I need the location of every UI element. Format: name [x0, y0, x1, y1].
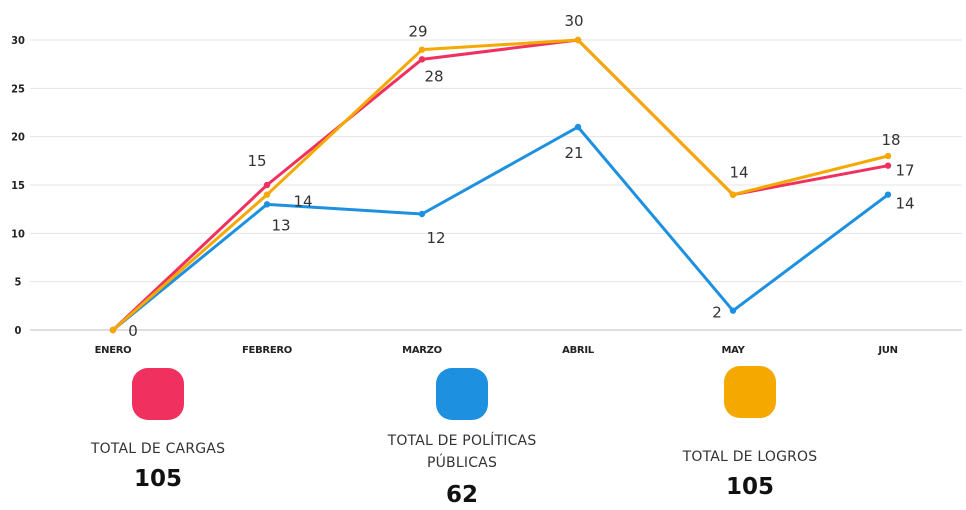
x-tick-label: JUN	[877, 345, 897, 356]
data-label: 17	[895, 162, 914, 180]
data-label: 15	[247, 152, 266, 170]
legend-swatch-politicas	[436, 368, 488, 420]
legend-total: 105	[725, 474, 774, 500]
data-point	[418, 46, 426, 53]
legend-item-politicas: TOTAL DE POLÍTICAS PÚBLICAS 62	[352, 368, 572, 508]
data-label: 14	[895, 195, 914, 213]
data-label: 28	[424, 67, 443, 85]
y-tick-label: 10	[11, 227, 25, 240]
x-tick-label: ABRIL	[562, 345, 595, 356]
data-point	[884, 191, 892, 198]
x-tick-label: MARZO	[402, 345, 442, 356]
y-tick-label: 0	[15, 324, 22, 337]
legend-total: 62	[445, 482, 478, 508]
legend-item-logros: TOTAL DE LOGROS 105	[640, 366, 860, 500]
legend-swatch-logros	[724, 366, 776, 418]
series-line	[111, 38, 890, 332]
data-label: 2	[712, 304, 722, 322]
legend-total: 105	[133, 466, 182, 492]
data-point	[574, 123, 582, 131]
series-line	[111, 38, 890, 332]
data-label: 12	[426, 229, 445, 247]
data-point	[263, 181, 271, 189]
legend-label: TOTAL DE LOGROS	[682, 449, 818, 465]
y-tick-label: 15	[11, 179, 25, 192]
data-point	[729, 191, 737, 198]
data-label: 14	[293, 193, 312, 211]
x-tick-label: MAY	[721, 345, 745, 356]
data-label: 21	[564, 144, 583, 162]
x-tick-label: ENERO	[95, 345, 132, 356]
data-label: 13	[271, 216, 290, 234]
data-point	[109, 326, 117, 334]
legend-label: TOTAL DE POLÍTICAS	[387, 433, 537, 449]
data-point	[263, 191, 271, 198]
data-label: 18	[881, 131, 900, 149]
y-tick-label: 20	[11, 131, 25, 144]
legend-swatch-cargas	[132, 368, 184, 420]
y-tick-label: 25	[11, 82, 25, 95]
data-label: 14	[729, 164, 748, 182]
legend-label-line2: PÚBLICAS	[426, 455, 498, 471]
data-point	[884, 152, 892, 160]
data-label: 0	[128, 322, 138, 340]
data-point	[574, 36, 582, 44]
y-tick-label: 30	[11, 34, 25, 47]
series-line	[111, 125, 890, 332]
data-label: 30	[564, 12, 583, 30]
data-point	[418, 56, 426, 63]
data-point	[418, 210, 426, 218]
x-tick-label: FEBRERO	[242, 345, 292, 356]
data-point	[884, 162, 892, 169]
legend-item-cargas: TOTAL DE CARGAS 105	[48, 368, 268, 492]
legend-label: TOTAL DE CARGAS	[90, 441, 226, 457]
data-point	[729, 307, 737, 314]
data-point	[263, 201, 271, 208]
data-label: 29	[408, 23, 427, 41]
y-tick-label: 5	[15, 276, 22, 289]
